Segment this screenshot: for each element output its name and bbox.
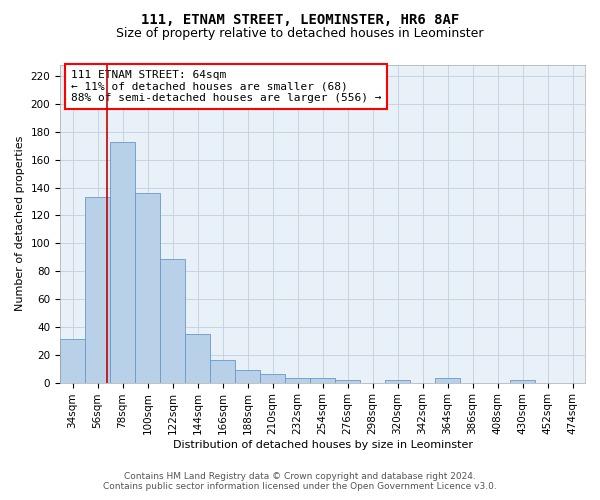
Bar — [85, 198, 110, 382]
Bar — [185, 334, 210, 382]
Bar — [335, 380, 360, 382]
Bar — [135, 193, 160, 382]
Bar — [310, 378, 335, 382]
Text: 111 ETNAM STREET: 64sqm
← 11% of detached houses are smaller (68)
88% of semi-de: 111 ETNAM STREET: 64sqm ← 11% of detache… — [71, 70, 381, 103]
Text: Contains public sector information licensed under the Open Government Licence v3: Contains public sector information licen… — [103, 482, 497, 491]
Y-axis label: Number of detached properties: Number of detached properties — [15, 136, 25, 312]
Bar — [510, 380, 535, 382]
Bar — [260, 374, 285, 382]
Text: 111, ETNAM STREET, LEOMINSTER, HR6 8AF: 111, ETNAM STREET, LEOMINSTER, HR6 8AF — [141, 12, 459, 26]
Bar — [385, 380, 410, 382]
X-axis label: Distribution of detached houses by size in Leominster: Distribution of detached houses by size … — [173, 440, 473, 450]
Bar — [110, 142, 135, 382]
Bar — [435, 378, 460, 382]
Bar — [60, 340, 85, 382]
Bar — [160, 258, 185, 382]
Text: Contains HM Land Registry data © Crown copyright and database right 2024.: Contains HM Land Registry data © Crown c… — [124, 472, 476, 481]
Bar — [285, 378, 310, 382]
Bar — [235, 370, 260, 382]
Text: Size of property relative to detached houses in Leominster: Size of property relative to detached ho… — [116, 28, 484, 40]
Bar — [210, 360, 235, 382]
